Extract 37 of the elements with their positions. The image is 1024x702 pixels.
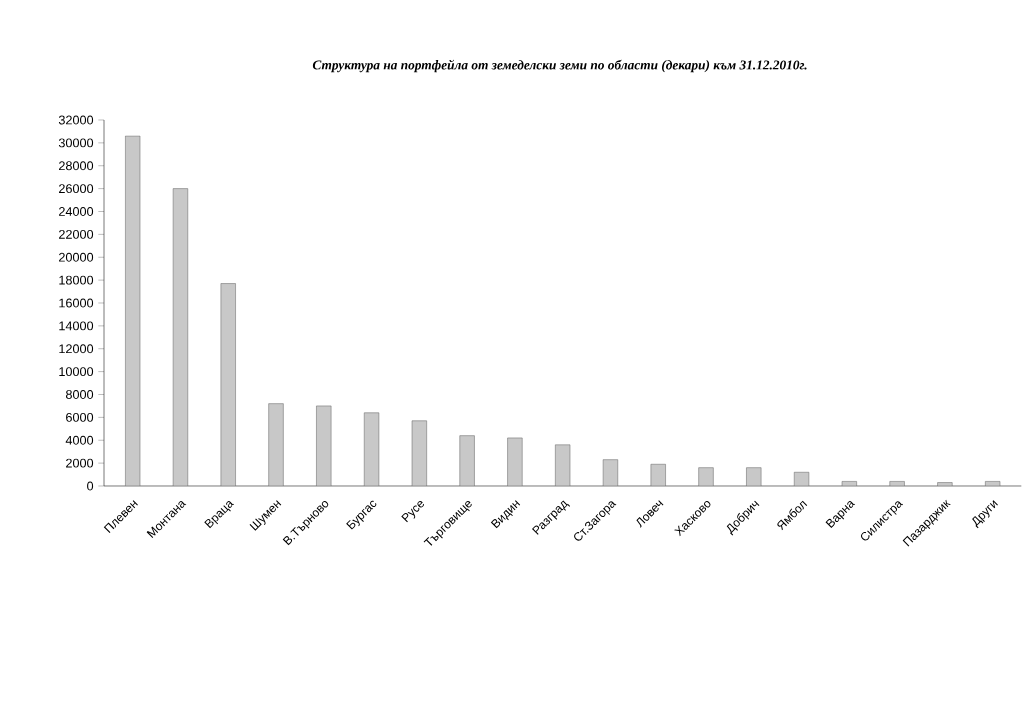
- bar: [411, 420, 427, 486]
- bar: [125, 135, 141, 486]
- bar: [316, 405, 332, 486]
- bar: [937, 482, 953, 486]
- bar: [220, 283, 236, 486]
- y-tick-label: 6000: [66, 412, 94, 422]
- y-tick-label: 12000: [59, 344, 94, 354]
- y-tick-label: 20000: [59, 252, 94, 262]
- bar: [459, 435, 475, 486]
- chart-title: Структура на портфейла от земеделски земи по области (декари) към 31.12.2010г.: [312, 59, 807, 73]
- y-tick-label: 10000: [59, 367, 94, 377]
- bar: [268, 403, 284, 486]
- y-tick-label: 8000: [65, 390, 94, 399]
- bar: [746, 467, 762, 486]
- y-tick-label: 18000: [59, 275, 94, 285]
- y-tick-label: 2000: [66, 458, 94, 468]
- bar: [172, 188, 189, 486]
- y-tick-label: 22000: [59, 229, 94, 239]
- y-tick-label: 32000: [58, 115, 94, 125]
- bar: [985, 481, 1001, 486]
- y-tick-label: 16000: [59, 298, 94, 308]
- bar: [555, 444, 571, 486]
- bar: [889, 481, 905, 486]
- y-tick-label: 30000: [58, 138, 94, 148]
- y-tick-label: 14000: [59, 321, 94, 331]
- bar: [363, 412, 380, 486]
- y-tick-label: 28000: [59, 161, 94, 171]
- y-tick-label: 26000: [59, 184, 94, 194]
- y-tick-label: 24000: [59, 207, 94, 216]
- y-tick-label: 0: [87, 481, 94, 491]
- bar: [602, 459, 619, 486]
- y-tick-label: 4000: [65, 435, 94, 445]
- bar: [698, 467, 714, 486]
- bar: [793, 471, 810, 486]
- bar: [507, 437, 523, 486]
- bar: [650, 463, 666, 486]
- bar: [841, 481, 857, 486]
